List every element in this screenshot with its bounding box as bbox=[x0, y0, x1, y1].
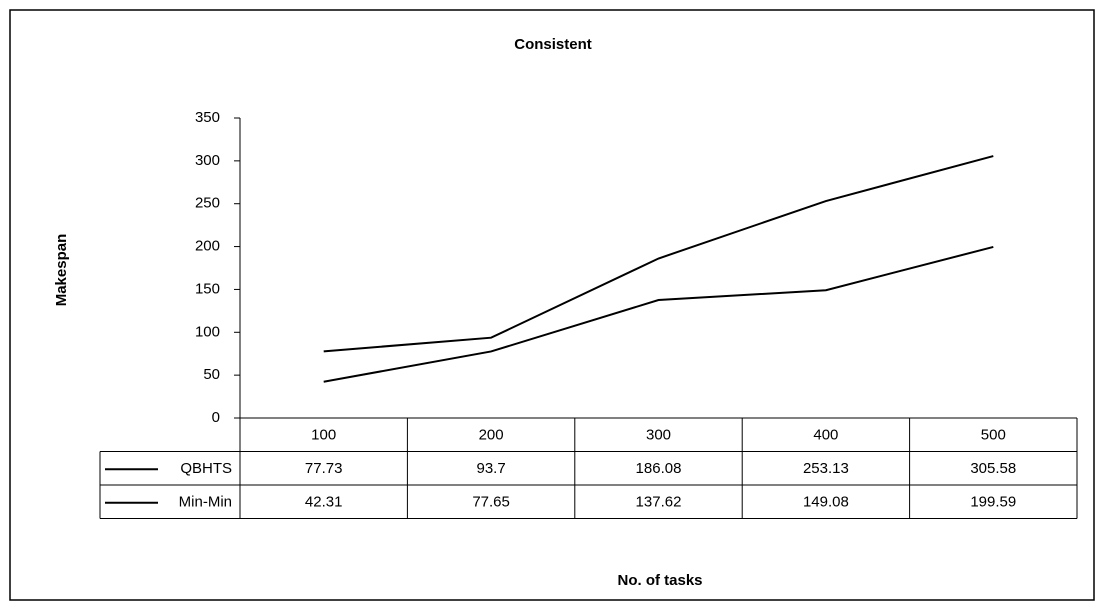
table-value: 77.65 bbox=[472, 494, 510, 511]
table-value: 305.58 bbox=[970, 460, 1016, 477]
y-tick-label: 300 bbox=[195, 152, 220, 169]
x-tick-label: 100 bbox=[311, 427, 336, 444]
y-tick-label: 100 bbox=[195, 323, 220, 340]
y-tick-label: 350 bbox=[195, 109, 220, 126]
series-line bbox=[323, 245, 994, 383]
table-value: 93.7 bbox=[476, 460, 505, 477]
x-axis-label: No. of tasks bbox=[617, 572, 702, 589]
table-value: 149.08 bbox=[803, 494, 849, 511]
table-value: 253.13 bbox=[803, 460, 849, 477]
y-tick-label: 200 bbox=[195, 238, 220, 255]
chart-border bbox=[9, 9, 1095, 601]
table-value: 42.31 bbox=[305, 494, 343, 511]
table-value: 186.08 bbox=[636, 460, 682, 477]
series-line bbox=[323, 155, 994, 353]
x-tick-label: 500 bbox=[981, 427, 1006, 444]
x-tick-label: 400 bbox=[813, 427, 838, 444]
x-tick-label: 200 bbox=[479, 427, 504, 444]
chart-title: Consistent bbox=[514, 36, 592, 53]
y-tick-label: 0 bbox=[212, 409, 220, 426]
legend-label: Min-Min bbox=[179, 494, 232, 511]
x-tick-label: 300 bbox=[646, 427, 671, 444]
y-tick-label: 250 bbox=[195, 195, 220, 212]
table-value: 77.73 bbox=[305, 460, 343, 477]
y-tick-label: 50 bbox=[203, 366, 220, 383]
table-value: 199.59 bbox=[970, 494, 1016, 511]
y-tick-label: 150 bbox=[195, 280, 220, 297]
legend-label: QBHTS bbox=[180, 460, 232, 477]
y-axis-label: Makespan bbox=[53, 234, 70, 307]
table-value: 137.62 bbox=[636, 494, 682, 511]
